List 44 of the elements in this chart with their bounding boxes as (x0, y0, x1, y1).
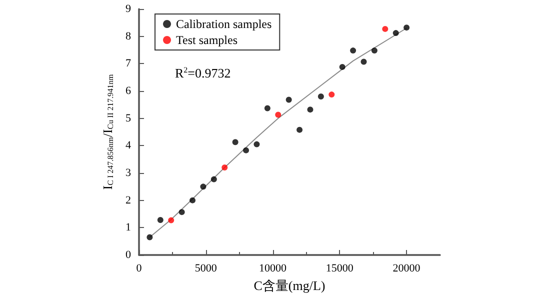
y-tick-label: 1 (126, 222, 131, 234)
point (146, 234, 153, 240)
y-tick-label: 4 (126, 140, 132, 152)
y-tick-label: 5 (126, 112, 132, 124)
y-tick-label: 9 (126, 3, 132, 15)
point (232, 139, 238, 146)
point (190, 197, 196, 204)
y-tick-label: 8 (126, 30, 132, 42)
y-tick-label: 0 (126, 249, 132, 261)
x-tick-label: 20000 (392, 262, 421, 274)
point (286, 96, 292, 103)
x-axis-title: C含量(mg/L) (254, 278, 326, 293)
point (296, 126, 303, 133)
point (350, 48, 356, 54)
point (371, 48, 378, 54)
point (307, 106, 314, 113)
point (392, 30, 399, 36)
y-axis-title: IC I 247.856nm/ICu II 217.941nm (100, 74, 116, 190)
point (200, 184, 206, 190)
point (178, 209, 185, 216)
point (318, 93, 324, 100)
point (264, 105, 270, 112)
legend-label: Calibration samples (176, 17, 272, 31)
point (404, 24, 410, 31)
y-tick-label: 6 (126, 85, 132, 97)
y-tick-label: 2 (126, 194, 131, 206)
point (210, 176, 217, 182)
point (382, 26, 388, 32)
point (157, 217, 164, 224)
x-tick-label: 0 (136, 262, 142, 274)
x-tick-label: 5000 (194, 262, 218, 274)
y-tick-label: 7 (126, 58, 132, 70)
point (254, 141, 260, 148)
point (222, 164, 228, 171)
point (360, 58, 367, 65)
point (168, 217, 174, 224)
legend-label: Test samples (176, 33, 238, 47)
point (328, 92, 335, 98)
point (243, 147, 250, 154)
x-tick-label: 15000 (326, 262, 354, 274)
x-tick-label: 10000 (259, 262, 288, 274)
point (275, 112, 282, 118)
y-tick-label: 3 (126, 167, 132, 179)
point (339, 64, 346, 70)
